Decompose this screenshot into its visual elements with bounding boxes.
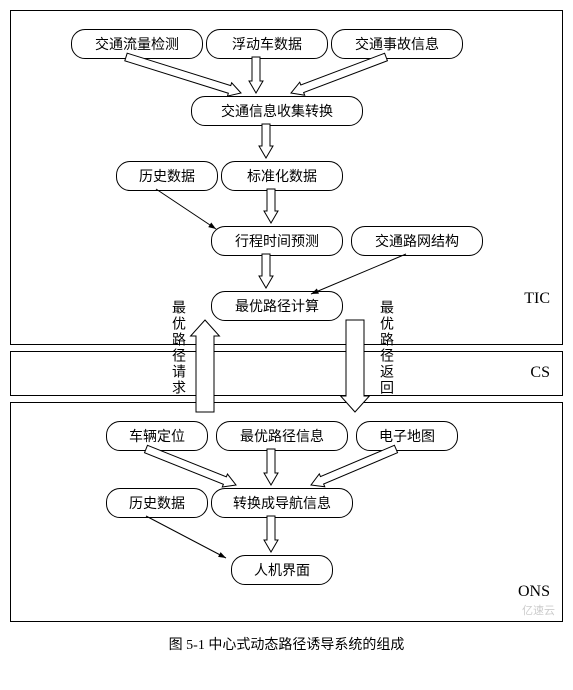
tic-node-history: 历史数据: [116, 161, 218, 191]
ons-node-emap: 电子地图: [356, 421, 458, 451]
ons-node-hmi: 人机界面: [231, 555, 333, 585]
ons-label: ONS: [518, 583, 550, 601]
ons-node-nav_info: 转换成导航信息: [211, 488, 353, 518]
tic-node-optimal_calc: 最优路径计算: [211, 291, 343, 321]
tic-label: TIC: [524, 290, 550, 308]
tic-node-road_net: 交通路网结构: [351, 226, 483, 256]
tic-node-accident: 交通事故信息: [331, 29, 463, 59]
tic-section: TIC 交通流量检测浮动车数据交通事故信息交通信息收集转换历史数据标准化数据行程…: [10, 10, 563, 345]
figure-caption: 图 5-1 中心式动态路径诱导系统的组成: [10, 634, 563, 654]
ons-node-optimal_info: 最优路径信息: [216, 421, 348, 451]
ons-node-vehicle_pos: 车辆定位: [106, 421, 208, 451]
ons-section: ONS 车辆定位最优路径信息电子地图历史数据转换成导航信息人机界面: [10, 402, 563, 622]
tic-node-float_car: 浮动车数据: [206, 29, 328, 59]
ons-node-history: 历史数据: [106, 488, 208, 518]
watermark: 亿速云: [522, 602, 555, 618]
tic-node-travel_time: 行程时间预测: [211, 226, 343, 256]
request-vtext: 最优路径请求: [167, 300, 187, 396]
cs-label: CS: [530, 364, 550, 382]
response-vtext: 最优路径返回: [375, 300, 395, 396]
tic-node-traffic_flow: 交通流量检测: [71, 29, 203, 59]
tic-node-normalized: 标准化数据: [221, 161, 343, 191]
tic-node-collect: 交通信息收集转换: [191, 96, 363, 126]
cs-section: CS: [10, 351, 563, 396]
